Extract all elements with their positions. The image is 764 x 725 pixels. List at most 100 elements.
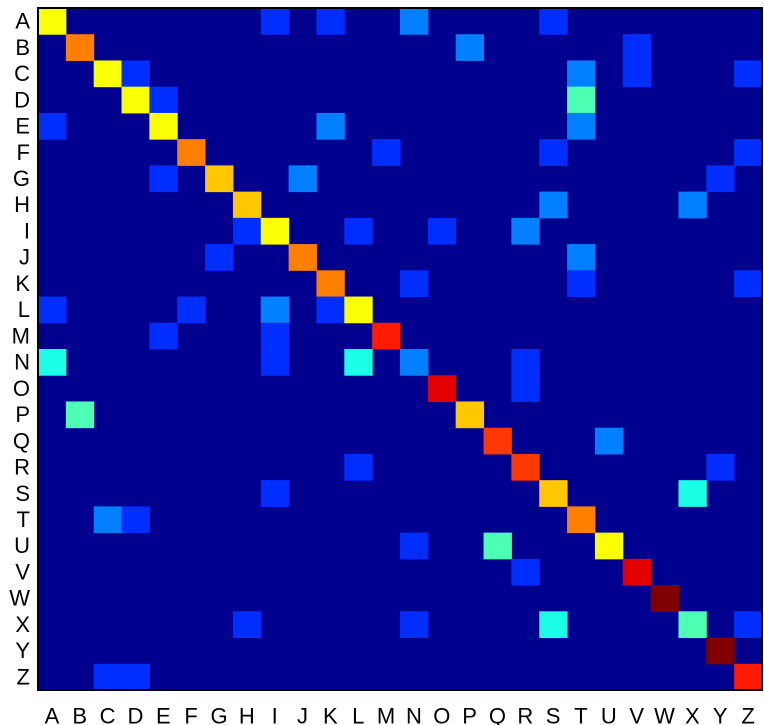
heatmap-cell-G-Y	[706, 165, 735, 193]
y-tick-label-Y: Y	[15, 638, 30, 663]
heatmap-cell-P-B	[65, 401, 95, 429]
heatmap-cell-H-X	[678, 191, 707, 219]
x-tick-label-G: G	[210, 704, 227, 725]
heatmap-cell-E-T	[567, 112, 596, 140]
y-tick-label-O: O	[13, 376, 30, 401]
x-tick-label-P: P	[462, 704, 477, 725]
heatmap-cell-F-F	[177, 139, 206, 166]
heatmap-cell-X-S	[539, 611, 568, 639]
heatmap-cell-J-J	[288, 244, 317, 271]
heatmap-cell-X-X	[678, 611, 707, 639]
x-tick-label-A: A	[45, 704, 60, 725]
heatmap-cell-V-R	[511, 558, 540, 586]
x-tick-label-D: D	[128, 704, 144, 725]
heatmap-cell-S-X	[678, 480, 707, 507]
heatmap-cell-X-H	[232, 611, 262, 639]
x-tick-label-J: J	[297, 704, 308, 725]
heatmap-cell-L-A	[38, 296, 67, 324]
heatmap-cell-N-R	[511, 349, 540, 376]
heatmap-cell-G-J	[288, 165, 317, 193]
heatmap-cell-C-D	[121, 60, 150, 88]
heatmap-cell-I-I	[260, 217, 290, 245]
x-tick-label-M: M	[377, 704, 395, 725]
heatmap-cell-V-V	[622, 558, 652, 586]
y-tick-label-E: E	[15, 114, 30, 139]
x-tick-label-U: U	[601, 704, 617, 725]
y-tick-label-S: S	[15, 481, 30, 506]
heatmap-cell-C-V	[622, 60, 652, 88]
heatmap-cell-H-S	[539, 191, 568, 219]
y-tick-label-J: J	[19, 245, 30, 270]
y-tick-label-P: P	[15, 402, 30, 427]
heatmap-cell-I-R	[511, 217, 540, 245]
heatmap-cell-I-H	[232, 217, 262, 245]
y-tick-label-Q: Q	[13, 428, 30, 453]
y-tick-label-F: F	[17, 140, 30, 165]
y-tick-label-U: U	[14, 533, 30, 558]
heatmap-cell-K-N	[400, 270, 429, 298]
x-tick-label-Y: Y	[713, 704, 728, 725]
heatmap-cell-M-M	[372, 322, 401, 350]
y-tick-label-G: G	[13, 166, 30, 191]
heatmap-cell-R-Y	[706, 453, 735, 481]
x-tick-label-R: R	[517, 704, 533, 725]
heatmap-cell-X-N	[400, 611, 429, 639]
heatmap-cell-F-S	[539, 139, 568, 166]
heatmap-cells	[38, 8, 763, 691]
x-tick-label-I: I	[272, 704, 278, 725]
heatmap-cell-L-K	[316, 296, 345, 324]
y-tick-label-Z: Z	[17, 664, 30, 689]
x-tick-label-H: H	[239, 704, 255, 725]
heatmap-cell-X-Z	[734, 611, 763, 639]
x-tick-label-Q: Q	[489, 704, 506, 725]
x-tick-label-E: E	[156, 704, 171, 725]
heatmap-cell-W-W	[650, 585, 679, 612]
heatmap-cell-M-E	[149, 322, 178, 350]
heatmap-cell-O-R	[511, 375, 540, 402]
y-tick-label-K: K	[15, 271, 30, 296]
heatmap-cell-N-L	[344, 349, 373, 376]
heatmap-cell-T-T	[567, 506, 596, 534]
x-tick-label-S: S	[546, 704, 561, 725]
y-tick-label-C: C	[14, 61, 30, 86]
x-tick-label-T: T	[574, 704, 587, 725]
y-tick-label-W: W	[9, 586, 30, 611]
heatmap-cell-R-R	[511, 453, 540, 481]
heatmap-cell-K-Z	[734, 270, 763, 298]
x-tick-label-W: W	[654, 704, 675, 725]
x-tick-label-O: O	[433, 704, 450, 725]
heatmap-cell-Z-Z	[734, 663, 763, 691]
heatmap-cell-A-S	[539, 8, 568, 35]
heatmap-cell-E-A	[38, 112, 67, 140]
x-tick-label-L: L	[352, 704, 364, 725]
heatmap-cell-E-E	[149, 112, 178, 140]
heatmap-cell-O-O	[427, 375, 457, 402]
heatmap-cell-T-C	[93, 506, 123, 534]
heatmap-cell-Z-D	[121, 663, 150, 691]
x-tick-label-F: F	[184, 704, 197, 725]
heatmap-cell-P-P	[455, 401, 485, 429]
heatmap-cell-U-U	[594, 532, 624, 560]
y-tick-label-T: T	[17, 507, 30, 532]
heatmap-cell-J-G	[205, 244, 234, 271]
y-tick-label-H: H	[14, 192, 30, 217]
heatmap-cell-E-K	[316, 112, 345, 140]
x-tick-label-B: B	[72, 704, 87, 725]
heatmap-cell-D-T	[567, 86, 596, 114]
heatmap-cell-K-K	[316, 270, 345, 298]
heatmap-cell-S-I	[260, 480, 290, 507]
heatmap-cell-U-Q	[483, 532, 512, 560]
plot-frame	[37, 7, 763, 691]
heatmap-cell-J-T	[567, 244, 596, 271]
heatmap-cell-S-S	[539, 480, 568, 507]
x-tick-label-X: X	[685, 704, 700, 725]
heatmap-cell-L-L	[344, 296, 373, 324]
heatmap-cell-B-V	[622, 34, 652, 61]
heatmap-cell-A-K	[316, 8, 345, 35]
y-tick-label-B: B	[15, 35, 30, 60]
heatmap-cell-L-F	[177, 296, 206, 324]
heatmap-cell-U-N	[400, 532, 429, 560]
